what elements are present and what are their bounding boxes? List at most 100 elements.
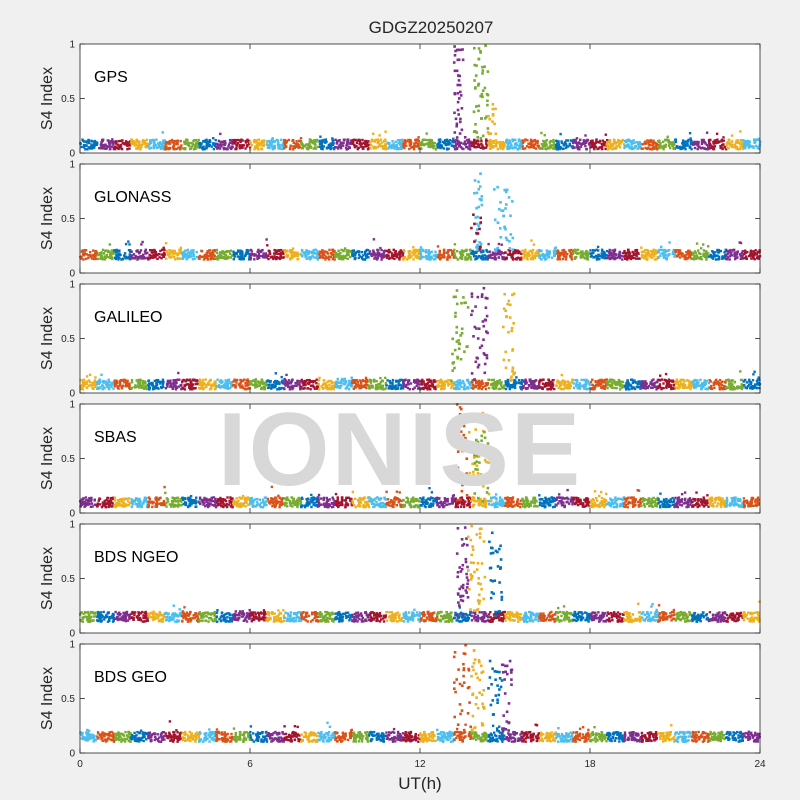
baseline-point (167, 140, 170, 144)
baseline-point (159, 382, 162, 385)
baseline-point (97, 380, 100, 383)
baseline-point (329, 147, 332, 150)
baseline-point (412, 387, 415, 391)
baseline-point (96, 254, 99, 257)
burst-point (454, 49, 457, 53)
baseline-point (294, 251, 297, 254)
baseline-point (694, 251, 698, 255)
burst-point (508, 240, 511, 243)
baseline-point (123, 254, 126, 257)
baseline-point (283, 382, 286, 386)
burst-point (478, 248, 482, 251)
burst-point (476, 136, 479, 139)
baseline-point (651, 252, 654, 255)
baseline-point (736, 250, 739, 253)
baseline-point (161, 131, 164, 134)
burst-point (459, 117, 462, 121)
baseline-point (641, 143, 644, 146)
baseline-point (344, 382, 347, 386)
baseline-point (355, 383, 358, 386)
baseline-point (387, 147, 390, 150)
baseline-point (256, 257, 259, 260)
baseline-point (576, 252, 579, 255)
baseline-point (188, 386, 191, 389)
baseline-point (516, 147, 519, 151)
baseline-point (746, 139, 750, 143)
baseline-point (629, 146, 633, 150)
baseline-point (685, 251, 688, 254)
burst-point (480, 117, 484, 120)
baseline-point (427, 384, 431, 387)
baseline-point (163, 139, 167, 142)
baseline-point (492, 141, 496, 144)
baseline-point (135, 147, 139, 150)
baseline-point (255, 383, 259, 387)
baseline-point (514, 379, 517, 383)
baseline-point (318, 388, 321, 391)
baseline-point (605, 254, 608, 257)
baseline-point (402, 384, 406, 387)
baseline-point (201, 255, 204, 258)
baseline-point (294, 384, 297, 387)
baseline-point (480, 379, 484, 382)
baseline-point (138, 385, 141, 388)
baseline-point (490, 144, 493, 147)
baseline-point (605, 249, 609, 253)
baseline-point (713, 251, 716, 254)
baseline-point (466, 386, 469, 389)
baseline-point (512, 250, 515, 253)
baseline-point (460, 256, 464, 259)
baseline-point (442, 252, 446, 255)
baseline-point (436, 384, 439, 387)
baseline-point (345, 250, 348, 253)
baseline-point (442, 253, 445, 256)
baseline-point (496, 383, 499, 386)
baseline-point (693, 254, 696, 257)
baseline-point (726, 256, 730, 259)
baseline-point (342, 254, 345, 258)
baseline-point (253, 145, 257, 148)
baseline-point (252, 139, 256, 142)
baseline-point (394, 385, 397, 388)
baseline-point (176, 378, 179, 381)
baseline-point (254, 378, 257, 381)
baseline-point (301, 380, 305, 383)
baseline-point (733, 254, 736, 257)
baseline-point (204, 378, 207, 381)
baseline-point (269, 380, 272, 383)
baseline-point (246, 380, 250, 383)
burst-point (455, 69, 459, 73)
baseline-point (513, 142, 517, 146)
baseline-point (90, 145, 93, 148)
baseline-point (212, 137, 215, 140)
baseline-point (499, 382, 503, 386)
baseline-point (106, 383, 110, 386)
baseline-point (104, 256, 107, 259)
burst-point (477, 82, 481, 86)
baseline-point (228, 141, 232, 144)
baseline-point (85, 140, 89, 143)
baseline-point (387, 142, 390, 145)
baseline-point (213, 257, 216, 260)
baseline-point (206, 250, 209, 253)
baseline-point (346, 252, 349, 255)
baseline-point (429, 388, 432, 391)
baseline-point (82, 378, 86, 381)
baseline-point (257, 250, 261, 253)
baseline-point (442, 383, 446, 387)
baseline-point (100, 255, 104, 259)
baseline-point (445, 251, 448, 254)
baseline-point (402, 387, 405, 390)
baseline-point (99, 146, 103, 150)
baseline-point (446, 249, 450, 253)
baseline-point (707, 148, 710, 151)
baseline-point (452, 137, 455, 140)
baseline-point (756, 145, 759, 149)
baseline-point (447, 141, 450, 144)
baseline-point (468, 383, 472, 386)
baseline-point (442, 147, 445, 150)
baseline-point (292, 145, 295, 148)
baseline-point (223, 143, 226, 146)
baseline-point (500, 251, 503, 254)
